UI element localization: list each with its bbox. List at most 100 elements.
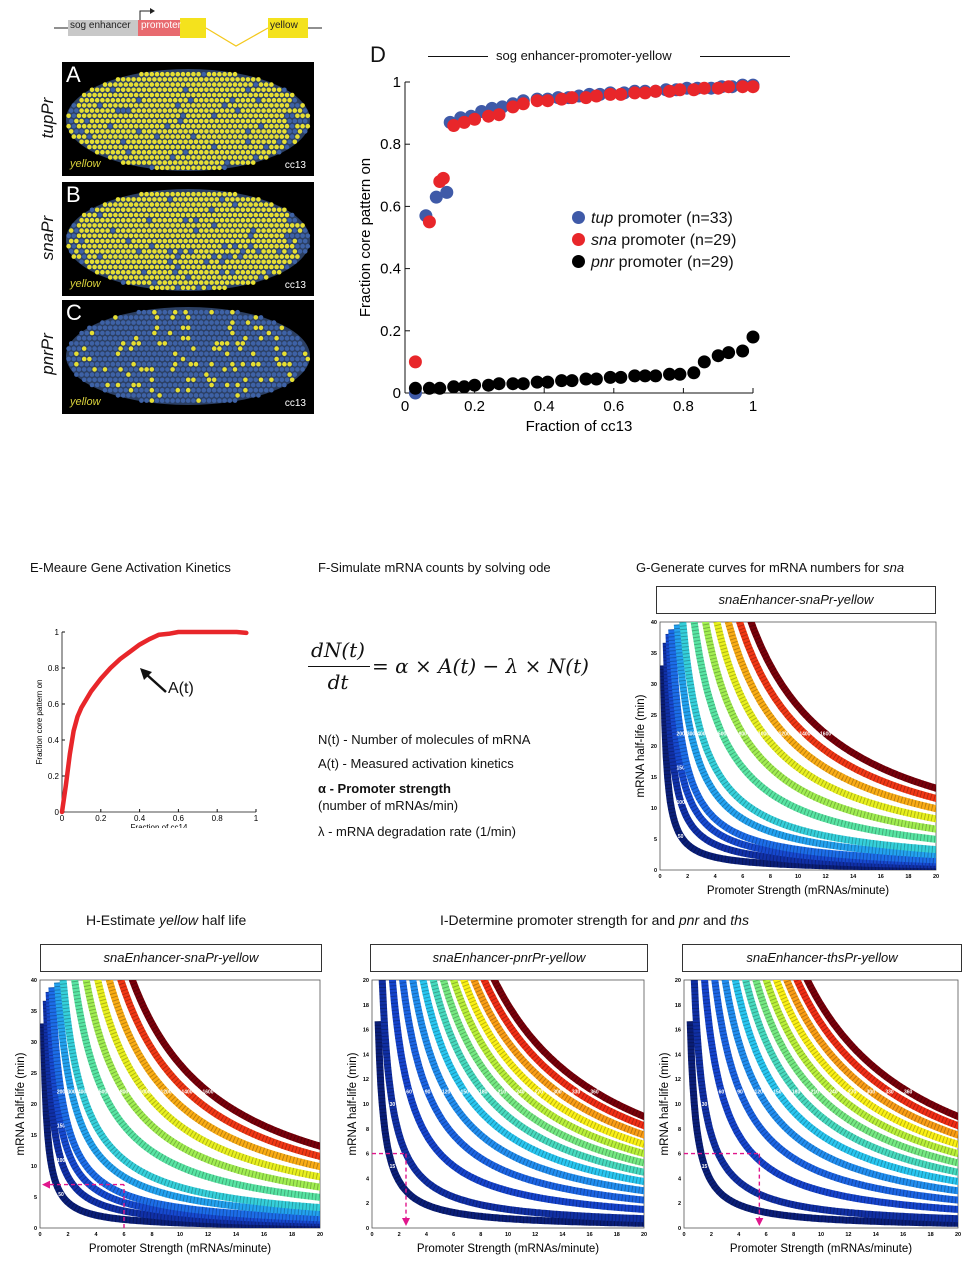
yellow-nucleus bbox=[185, 285, 191, 291]
yellow-nucleus bbox=[243, 123, 248, 129]
yellow-nucleus bbox=[227, 155, 233, 160]
blue-nucleus bbox=[211, 254, 217, 259]
blue-nucleus bbox=[126, 393, 131, 398]
eq-numerator: dN(t) bbox=[311, 638, 365, 662]
x-tick-label: 16 bbox=[900, 1232, 906, 1238]
contour-band bbox=[686, 1021, 958, 1227]
yellow-nucleus bbox=[191, 123, 196, 129]
yellow-nucleus bbox=[165, 103, 170, 108]
blue-nucleus bbox=[196, 367, 201, 372]
panel-i-pnr-box-title: snaEnhancer-pnrPr-yellow bbox=[370, 944, 648, 972]
blue-nucleus bbox=[279, 377, 285, 383]
blue-nucleus bbox=[178, 309, 183, 315]
yellow-nucleus bbox=[110, 139, 116, 145]
blue-nucleus bbox=[183, 320, 188, 325]
yellow-nucleus bbox=[224, 269, 230, 275]
yellow-nucleus bbox=[84, 259, 90, 265]
y-tick-label: 2 bbox=[366, 1201, 369, 1207]
yellow-nucleus bbox=[256, 149, 261, 155]
yellow-nucleus bbox=[118, 264, 123, 270]
yellow-nucleus bbox=[209, 309, 214, 315]
yellow-nucleus bbox=[136, 118, 142, 124]
yellow-nucleus bbox=[128, 202, 134, 207]
yellow-nucleus bbox=[133, 275, 139, 280]
blue-nucleus bbox=[209, 207, 214, 213]
yellow-nucleus bbox=[217, 165, 222, 171]
yellow-nucleus bbox=[274, 233, 279, 239]
contour-texture bbox=[701, 980, 958, 1213]
yellow-nucleus bbox=[76, 254, 82, 259]
y-tick-label: 8 bbox=[678, 1127, 681, 1133]
yellow-nucleus bbox=[201, 233, 207, 239]
yellow-nucleus bbox=[201, 191, 207, 197]
blue-nucleus bbox=[219, 382, 225, 388]
yellow-nucleus bbox=[162, 341, 168, 346]
yellow-nucleus bbox=[84, 249, 90, 254]
yellow-nucleus bbox=[211, 82, 217, 87]
yellow-nucleus bbox=[149, 212, 155, 218]
yellow-nucleus bbox=[209, 361, 214, 367]
blue-nucleus bbox=[178, 118, 183, 124]
yellow-nucleus bbox=[141, 228, 147, 233]
yellow-nucleus bbox=[217, 134, 222, 139]
yellow-nucleus bbox=[123, 243, 129, 249]
yellow-nucleus bbox=[118, 367, 123, 372]
yellow-nucleus bbox=[224, 259, 230, 265]
yellow-nucleus bbox=[282, 259, 287, 265]
contour-band bbox=[731, 980, 958, 1186]
yellow-nucleus bbox=[183, 269, 188, 275]
yellow-nucleus bbox=[201, 212, 207, 218]
yellow-nucleus bbox=[123, 264, 129, 270]
yellow-nucleus bbox=[146, 87, 152, 93]
blue-nucleus bbox=[139, 315, 144, 320]
blue-nucleus bbox=[175, 335, 181, 341]
yellow-nucleus bbox=[152, 259, 157, 265]
blue-nucleus bbox=[144, 398, 149, 403]
yellow-nucleus bbox=[230, 207, 235, 213]
yellow-nucleus bbox=[237, 264, 243, 270]
blue-nucleus bbox=[123, 377, 129, 383]
data-point-pnr bbox=[422, 381, 436, 395]
blue-nucleus bbox=[227, 315, 233, 320]
yellow-nucleus bbox=[175, 212, 181, 218]
contour-band bbox=[772, 980, 958, 1148]
blue-nucleus bbox=[305, 243, 311, 249]
yellow-nucleus bbox=[206, 275, 212, 280]
yellow-nucleus bbox=[154, 254, 160, 259]
yellow-nucleus bbox=[222, 71, 227, 77]
yellow-nucleus bbox=[146, 129, 152, 134]
yellow-nucleus bbox=[284, 123, 290, 129]
contour-level-label: 600 bbox=[718, 732, 727, 738]
yellow-nucleus bbox=[102, 113, 108, 119]
data-point-sna bbox=[565, 91, 579, 105]
blue-nucleus bbox=[94, 341, 100, 346]
yellow-nucleus bbox=[188, 361, 194, 367]
panel-g-box-title: snaEnhancer-snaPr-yellow bbox=[656, 586, 936, 614]
contour-band bbox=[783, 980, 958, 1139]
yellow-nucleus bbox=[136, 382, 142, 388]
blue-nucleus bbox=[89, 361, 95, 367]
y-tick-label: 15 bbox=[31, 1133, 37, 1139]
yellow-nucleus bbox=[144, 223, 149, 228]
blue-nucleus bbox=[180, 377, 186, 383]
yellow-nucleus bbox=[128, 113, 134, 119]
yellow-nucleus bbox=[159, 233, 165, 239]
yellow-nucleus bbox=[292, 249, 298, 254]
yellow-nucleus bbox=[170, 254, 175, 259]
stain-label: yellow bbox=[70, 396, 101, 408]
blue-nucleus bbox=[128, 335, 134, 341]
yellow-nucleus bbox=[217, 223, 222, 228]
yellow-nucleus bbox=[133, 254, 139, 259]
yellow-nucleus bbox=[243, 264, 248, 270]
data-point-sna bbox=[516, 97, 530, 111]
blue-nucleus bbox=[146, 309, 152, 315]
x-tick-label: 0 bbox=[60, 814, 65, 823]
yellow-nucleus bbox=[214, 259, 220, 265]
contour-band bbox=[378, 980, 644, 1223]
data-point-pnr bbox=[457, 380, 471, 394]
blue-nucleus bbox=[146, 217, 152, 223]
blue-nucleus bbox=[76, 367, 82, 372]
blue-nucleus bbox=[167, 197, 173, 202]
blue-nucleus bbox=[209, 393, 214, 398]
yellow-nucleus bbox=[185, 191, 191, 197]
